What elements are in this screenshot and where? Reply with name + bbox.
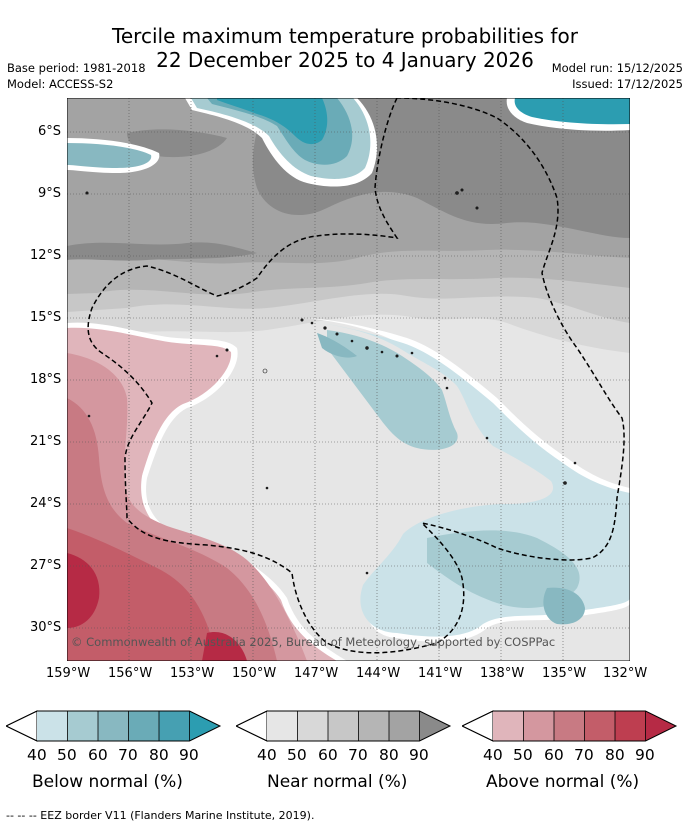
colorbar-tick: 80 — [149, 746, 169, 764]
colorbar-dividers — [297, 711, 420, 741]
above-normal-90 — [202, 632, 247, 661]
colorbar-segment — [523, 711, 554, 741]
colorbar-segment — [267, 711, 298, 741]
lat-label: 21°S — [30, 434, 62, 449]
lat-label: 9°S — [38, 186, 62, 201]
meta-right: Model run: 15/12/2025 Issued: 17/12/2025 — [552, 60, 683, 92]
colorbar-segment — [67, 711, 98, 741]
colorbar-dividers — [67, 711, 190, 741]
colorbar-segment — [98, 711, 129, 741]
colorbar-tick: 70 — [348, 746, 368, 764]
lon-label: 135°W — [542, 666, 587, 681]
eez-footnote: -- -- -- EEZ border V11 (Flanders Marine… — [6, 809, 315, 822]
lon-label: 147°W — [294, 666, 339, 681]
colorbar-tick: 70 — [574, 746, 594, 764]
below-normal-90-northeast — [514, 98, 630, 125]
colorbar-tick: 80 — [605, 746, 625, 764]
model-run: Model run: 15/12/2025 — [551, 61, 683, 75]
below-normal-50-southeast — [327, 330, 458, 450]
colorbar-tick: 40 — [483, 746, 503, 764]
colorbar-tick: 50 — [287, 746, 307, 764]
colorbar-dividers — [523, 711, 646, 741]
colorbar-tick: 90 — [409, 746, 429, 764]
lat-label: 6°S — [38, 124, 62, 139]
colorbar-tick: 50 — [57, 746, 77, 764]
colorbar-label-above: Above normal (%) — [486, 772, 640, 792]
colorbar-tick: 80 — [379, 746, 399, 764]
colorbar-tick: 50 — [513, 746, 533, 764]
copyright-text: © Commonwealth of Australia 2025, Bureau… — [71, 635, 555, 649]
colorbar-outline — [236, 710, 452, 742]
colorbar-extend-low — [6, 710, 38, 742]
model-name: Model: ACCESS-S2 — [7, 77, 114, 91]
lat-label: 12°S — [30, 248, 62, 263]
lon-label: 132°W — [603, 666, 648, 681]
lat-label: 15°S — [30, 310, 62, 325]
lon-label: 159°W — [46, 666, 91, 681]
colorbar-near-normal — [236, 710, 452, 742]
colorbar-extend-low — [462, 710, 494, 742]
colorbar-segment — [615, 711, 646, 741]
colorbar-segment — [297, 711, 328, 741]
colorbar-tick: 60 — [88, 746, 108, 764]
colorbar-segment — [37, 711, 68, 741]
meta-left: Base period: 1981-2018 Model: ACCESS-S2 — [7, 60, 146, 92]
colorbar-segment — [328, 711, 359, 741]
colorbar-segment — [389, 711, 420, 741]
colorbar-segment — [159, 711, 190, 741]
issued-date: Issued: 17/12/2025 — [572, 77, 683, 91]
near-normal-90-band — [67, 242, 257, 261]
title-line-1: Tercile maximum temperature probabilitie… — [112, 24, 578, 48]
colorbar-extend-high — [645, 711, 676, 741]
below-normal-west — [67, 143, 152, 168]
map-title: Tercile maximum temperature probabilitie… — [0, 24, 690, 72]
colorbar-tick: 60 — [318, 746, 338, 764]
lat-label: 18°S — [30, 372, 62, 387]
colorbar-extend-high — [189, 711, 220, 741]
lat-label: 24°S — [30, 496, 62, 511]
graticule — [67, 98, 630, 661]
lon-label: 138°W — [480, 666, 525, 681]
colorbar-extend-low — [236, 710, 268, 742]
lon-label: 156°W — [108, 666, 153, 681]
above-normal-90 — [67, 553, 100, 628]
lon-label: 141°W — [418, 666, 463, 681]
colorbar-segment — [493, 711, 524, 741]
colorbar-tick: 40 — [27, 746, 47, 764]
colorbar-below-normal — [6, 710, 222, 742]
title-line-2: 22 December 2025 to 4 January 2026 — [156, 48, 534, 72]
lon-label: 150°W — [232, 666, 277, 681]
colorbar-segment — [128, 711, 159, 741]
above-normal-70 — [67, 528, 217, 661]
colorbar-tick: 90 — [635, 746, 655, 764]
colorbar-tick: 70 — [118, 746, 138, 764]
colorbar-segment — [358, 711, 389, 741]
below-normal-60-southeast — [317, 333, 357, 358]
colorbar-segment — [554, 711, 585, 741]
colorbar-outline — [462, 710, 678, 742]
probability-map: © Commonwealth of Australia 2025, Bureau… — [67, 98, 630, 661]
eez-border — [87, 98, 625, 654]
lon-label: 144°W — [356, 666, 401, 681]
colorbar-tick: 40 — [257, 746, 277, 764]
base-period: Base period: 1981-2018 — [7, 61, 146, 75]
colorbar-label-near: Near normal (%) — [267, 772, 408, 792]
below-normal-90-north — [217, 98, 328, 145]
below-normal-50-southeast — [427, 530, 580, 608]
colorbar-label-below: Below normal (%) — [32, 772, 183, 792]
colorbar-tick: 60 — [544, 746, 564, 764]
islands — [85, 188, 577, 575]
lat-label: 30°S — [30, 620, 62, 635]
colorbar-above-normal — [462, 710, 678, 742]
colorbar-extend-high — [419, 711, 450, 741]
below-normal-60-southeast — [543, 587, 585, 625]
colorbar-segment — [584, 711, 615, 741]
lat-label: 27°S — [30, 558, 62, 573]
lon-label: 153°W — [170, 666, 215, 681]
colorbar-outline — [6, 710, 222, 742]
colorbar-tick: 90 — [179, 746, 199, 764]
